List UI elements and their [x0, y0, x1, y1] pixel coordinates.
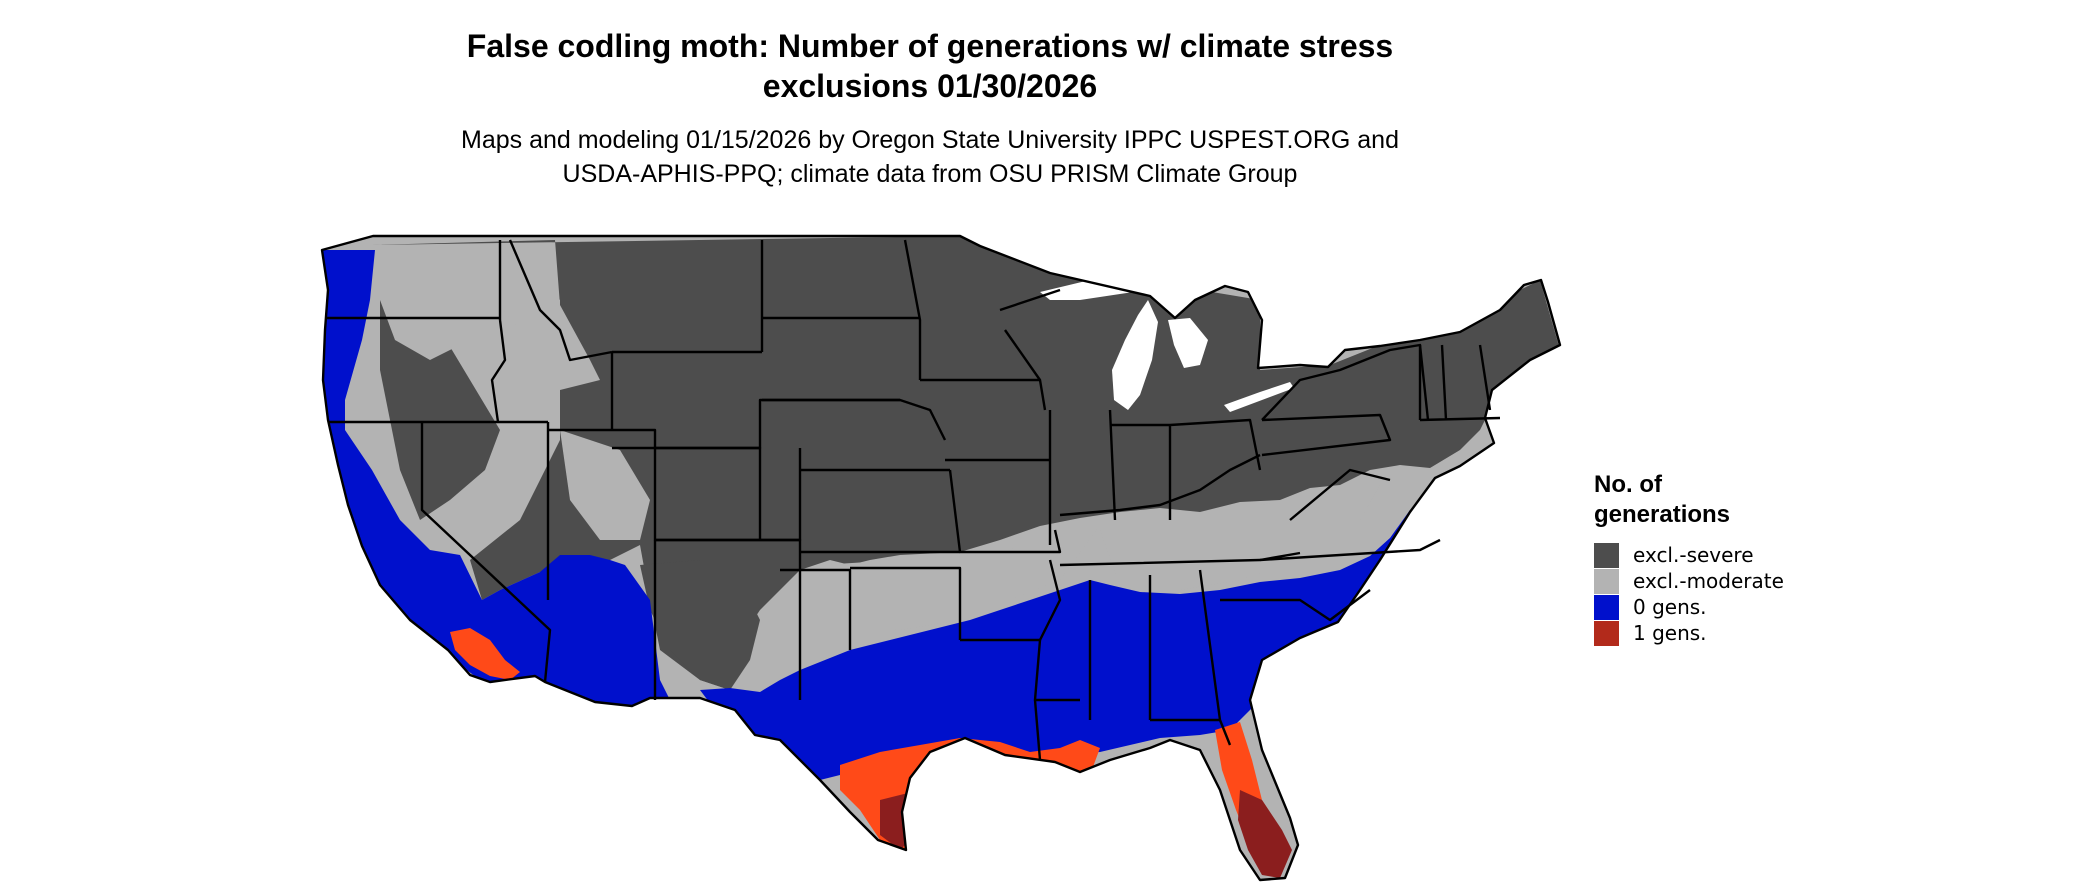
legend-item-excl-severe: excl.-severe — [1594, 542, 1784, 568]
border-ny — [1261, 343, 1422, 421]
one-gen-zone-florida-south — [1238, 790, 1292, 878]
legend-swatch-excl-moderate — [1594, 568, 1619, 594]
border-sd-ne — [762, 398, 947, 441]
legend: No. of generations excl.-severe excl.-mo… — [1594, 470, 1784, 646]
border-ky-oh — [1059, 453, 1261, 517]
map-subtitle-line-2: USDA-APHIS-PPQ; climate data from OSU PR… — [562, 160, 1298, 188]
lake-huron — [1168, 318, 1208, 368]
legend-label-1-gens: 1 gens. — [1633, 621, 1707, 645]
border-ms-la — [1033, 559, 1062, 761]
legend-title-line-1: No. of — [1594, 471, 1662, 498]
border-ca-nv — [420, 422, 552, 683]
border-mo-ks — [948, 469, 1062, 554]
border-ms-al — [1088, 575, 1152, 720]
map-title: False codling moth: Number of generation… — [320, 26, 1540, 106]
border-va-nc — [1259, 468, 1441, 562]
legend-title: No. of generations — [1594, 470, 1784, 530]
legend-item-excl-moderate: excl.-moderate — [1594, 568, 1784, 594]
one-gen-zone-socal — [450, 628, 520, 680]
legend-swatch-excl-severe — [1594, 542, 1619, 568]
moderate-zone-idaho — [490, 260, 560, 340]
legend-title-line-2: generations — [1594, 501, 1731, 528]
lake-erie — [1224, 382, 1294, 412]
border-ok-tx — [850, 566, 962, 640]
border-in-oh — [1110, 418, 1262, 520]
moderate-zone-pacific-nw — [380, 250, 480, 360]
border-il — [1048, 409, 1117, 545]
border-or-id — [490, 319, 507, 423]
map-subtitle-line-1: Maps and modeling 01/15/2026 by Oregon S… — [461, 126, 1399, 154]
state-borders — [320, 234, 1562, 882]
moderate-zone-great-basin — [560, 430, 650, 540]
legend-label-excl-severe: excl.-severe — [1633, 543, 1754, 567]
severe-zone-southwest — [640, 560, 760, 690]
border-ar-la — [960, 638, 1080, 702]
border-ut-co — [653, 448, 802, 542]
border-wi-mn — [999, 288, 1061, 411]
us-outline — [320, 234, 1562, 882]
lake-superior — [1040, 268, 1200, 300]
legend-item-1-gens: 1 gens. — [1594, 620, 1784, 646]
border-new-england — [1418, 344, 1501, 422]
lake-michigan — [1112, 300, 1158, 410]
legend-label-0-gens: 0 gens. — [1633, 595, 1707, 619]
legend-label-excl-moderate: excl.-moderate — [1633, 569, 1784, 593]
one-gen-zone-texas-coast — [840, 738, 1100, 850]
map-title-line-1: False codling moth: Number of generation… — [466, 28, 1394, 64]
legend-item-0-gens: 0 gens. — [1594, 594, 1784, 620]
zero-gens-zone-pacific — [322, 250, 670, 710]
great-lakes — [1040, 268, 1294, 412]
border-pa — [1261, 413, 1392, 457]
map-title-line-2: exclusions 01/30/2026 — [762, 68, 1098, 104]
border-al-ga — [1150, 569, 1232, 746]
border-id-mt — [508, 239, 613, 362]
map-fill-layer — [322, 236, 1560, 880]
map-subtitle: Maps and modeling 01/15/2026 by Oregon S… — [320, 123, 1540, 191]
border-nd-mn — [903, 239, 922, 380]
border-nc-sc-ga — [1220, 589, 1371, 622]
legend-swatch-0-gens — [1594, 594, 1619, 620]
moderate-zone-mid-south — [1100, 485, 1380, 590]
zero-gens-zone-gulf-atlantic — [700, 510, 1420, 780]
one-gen-zone-texas-south — [880, 790, 935, 850]
legend-swatch-1-gens — [1594, 620, 1619, 646]
